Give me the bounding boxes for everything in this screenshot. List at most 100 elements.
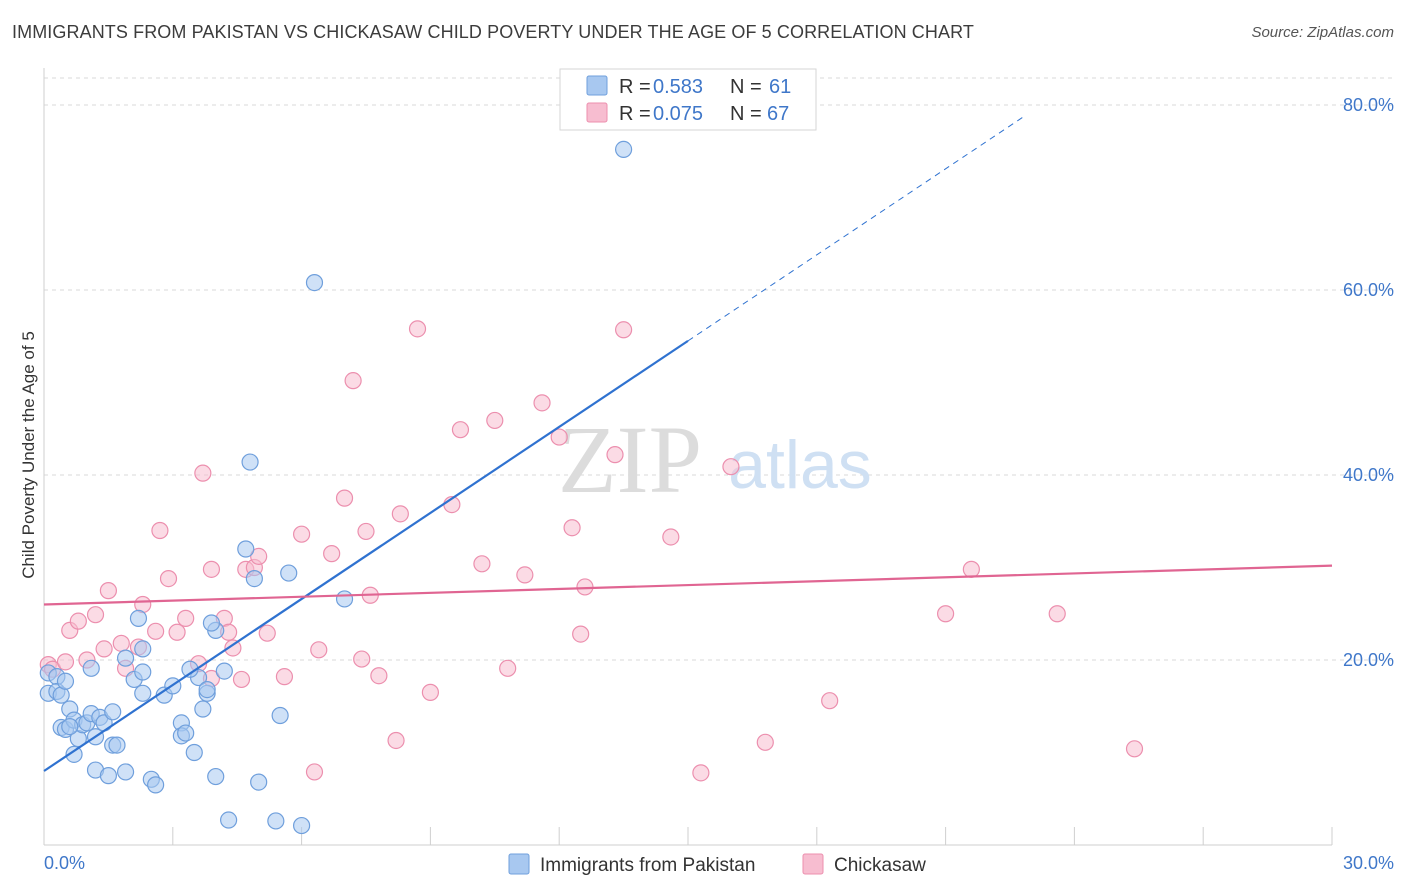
chart-title: IMMIGRANTS FROM PAKISTAN VS CHICKASAW CH… (12, 22, 974, 42)
chickasaw-point (370, 667, 388, 685)
chickasaw-point (499, 659, 517, 677)
pakistan-point (245, 569, 263, 588)
trend-lines (43, 116, 1333, 772)
chickasaw-point (722, 458, 740, 476)
chickasaw-point (516, 566, 534, 584)
pakistan-point (267, 812, 285, 830)
pakistan-point (99, 767, 118, 785)
chickasaw-point (250, 547, 268, 566)
pakistan-point (177, 724, 195, 742)
pakistan-point (65, 745, 83, 763)
chickasaw-point (962, 560, 980, 578)
chickasaw-point (194, 464, 212, 482)
chickasaw-point (293, 525, 311, 543)
chickasaw-point (310, 641, 328, 659)
pakistan-point (215, 662, 233, 680)
chickasaw-point (391, 505, 409, 523)
chickasaw-point (486, 411, 504, 430)
chickasaw-point (357, 522, 375, 541)
legend-n-value-2: 67 (767, 103, 789, 125)
pakistan-point (185, 743, 203, 762)
chickasaw-point (323, 545, 341, 563)
pakistan-point (220, 811, 238, 829)
chickasaw-point (1125, 740, 1144, 758)
legend-r-value-1: 0.583 (653, 76, 703, 98)
chickasaw-point (95, 640, 113, 658)
pakistan-trend-extension (687, 116, 1024, 342)
legend-n-label-1: N = (730, 76, 762, 98)
legend-r-label-1: R = (619, 76, 651, 98)
pakistan-point (129, 609, 148, 627)
chickasaw-point (151, 521, 169, 540)
chickasaw-point (202, 560, 221, 578)
chickasaw-point (1048, 605, 1066, 623)
chickasaw-point (533, 394, 551, 412)
chickasaw-point (344, 372, 362, 390)
legend-n-value-1: 61 (769, 76, 791, 98)
watermark-atlas: atlas (728, 427, 872, 503)
y-tick-label: 40.0% (1343, 465, 1394, 485)
chickasaw-point (168, 623, 186, 641)
pakistan-trend-line (43, 339, 689, 772)
chickasaw-point (86, 606, 105, 624)
source-label: Source: ZipAtlas.com (1251, 24, 1394, 41)
pakistan-point (116, 763, 135, 781)
pakistan-point (271, 706, 289, 725)
series-legend: Immigrants from Pakistan Chickasaw (508, 853, 926, 876)
pakistan-point (241, 453, 259, 471)
stats-legend: R = 0.583 N = 61 R = 0.075 N = 67 (559, 68, 817, 131)
pakistan-point (280, 564, 298, 582)
y-tick-label: 20.0% (1343, 650, 1394, 670)
legend-r-label-2: R = (619, 103, 651, 125)
chickasaw-point (335, 489, 354, 507)
pakistan-point (194, 700, 212, 718)
pakistan-point (116, 649, 135, 667)
chickasaw-point (662, 528, 680, 546)
chickasaw-point (563, 519, 581, 537)
chickasaw-point (614, 321, 633, 339)
pakistan-point (61, 717, 79, 736)
chickasaw-point (606, 446, 624, 464)
x-tick-label-min: 0.0% (44, 853, 85, 873)
chickasaw-point (69, 612, 87, 630)
pakistan-point (207, 767, 225, 786)
pakistan-point (147, 776, 165, 794)
y-axis-title: Child Poverty Under the Age of 5 (19, 331, 38, 579)
pakistan-point (335, 590, 354, 608)
bottom-legend-swatch-blue (508, 853, 530, 875)
chickasaw-point (572, 625, 590, 643)
chickasaw-point (275, 668, 294, 686)
chickasaw-point (232, 670, 251, 689)
legend-r-value-2: 0.075 (653, 103, 703, 125)
chickasaw-point (936, 605, 955, 623)
y-tick-labels: 20.0% 40.0% 60.0% 80.0% (1343, 95, 1394, 670)
legend-swatch-blue (586, 75, 608, 96)
chickasaw-point (473, 555, 491, 573)
x-ticks (43, 827, 1333, 845)
pakistan-point (614, 140, 633, 158)
chickasaw-point (421, 683, 439, 701)
chickasaw-point (147, 622, 165, 640)
chickasaw-point (159, 569, 178, 588)
watermark: ZIP atlas (558, 406, 872, 513)
pakistan-point (202, 614, 221, 632)
pakistan-point (293, 816, 311, 835)
chickasaw-point (56, 653, 75, 671)
x-tick-label-max: 30.0% (1343, 853, 1394, 873)
chickasaw-point (692, 764, 710, 782)
chickasaw-point (353, 650, 371, 668)
pakistan-point (56, 672, 75, 690)
bottom-legend-swatch-pink (802, 853, 824, 875)
watermark-zip: ZIP (558, 406, 702, 513)
pakistan-point (250, 773, 268, 791)
y-tick-label: 60.0% (1343, 280, 1394, 300)
pakistan-points (39, 140, 633, 835)
pakistan-point (104, 703, 122, 721)
bottom-legend-label-1: Immigrants from Pakistan (540, 855, 755, 876)
chickasaw-point (177, 609, 195, 627)
chickasaw-point (112, 634, 130, 652)
pakistan-point (237, 540, 255, 558)
pakistan-point (305, 274, 324, 292)
chickasaw-point (305, 763, 324, 781)
